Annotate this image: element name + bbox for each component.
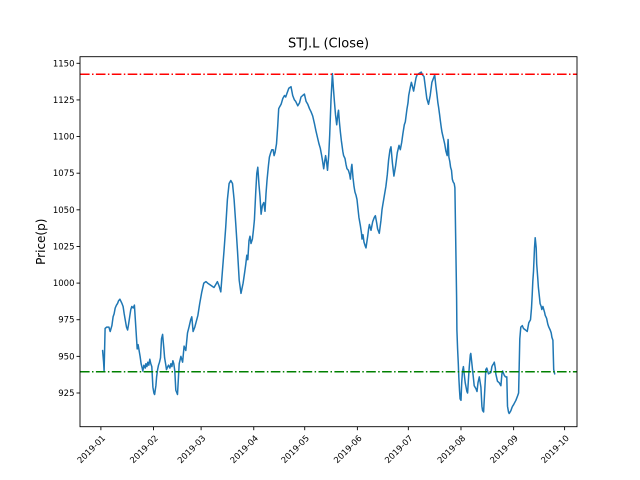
y-tick-label: 975 [58, 316, 74, 326]
chart-title: STJ.L (Close) [288, 37, 369, 52]
y-axis-label: Price(p) [34, 219, 48, 265]
y-tick-label: 1075 [53, 169, 75, 179]
y-tick-label: 1150 [53, 59, 75, 69]
reference-lines-group [80, 73, 577, 373]
y-tick-label: 950 [58, 352, 74, 362]
y-tick-label: 1050 [53, 206, 75, 216]
y-tick-label: 925 [58, 389, 74, 399]
y-axis-ticks: 925 950 975 1000 1025 1050 1075 1100 1125 1150 [53, 59, 80, 399]
series-group [101, 71, 556, 415]
y-tick-label: 1025 [53, 242, 75, 252]
plot-area [79, 56, 578, 428]
y-tick-label: 1125 [53, 96, 75, 106]
close-price-line [101, 71, 556, 415]
y-tick-label: 1100 [53, 133, 75, 143]
y-tick-label: 1000 [53, 279, 75, 289]
